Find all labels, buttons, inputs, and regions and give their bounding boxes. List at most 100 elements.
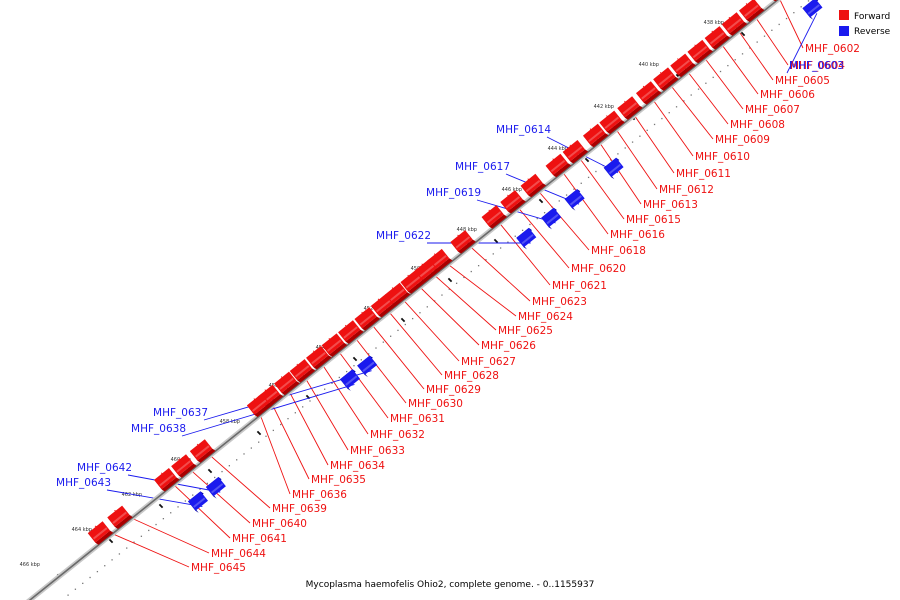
- gene-label: MHF_0628: [444, 370, 499, 382]
- gene-MHF_0628: [370, 294, 397, 318]
- scale-tick: [584, 157, 590, 163]
- gene-label: MHF_0625: [498, 325, 553, 337]
- genome-backbone: [25, 0, 782, 600]
- scale-tick-label: 446 kbp: [502, 187, 522, 193]
- gene-MHF_0637: [357, 355, 378, 378]
- gene-MHF_0603: [802, 0, 823, 20]
- gene-label: MHF_0604: [790, 60, 845, 72]
- gene-MHF_0632: [306, 345, 332, 370]
- legend-forward-swatch: [839, 10, 849, 20]
- gene-MHF_0633: [289, 359, 316, 383]
- gene-MHF_0638: [340, 369, 360, 391]
- gene-label: MHF_0635: [311, 474, 366, 486]
- gene-label: MHF_0638: [131, 423, 186, 435]
- gene-MHF_0611: [617, 96, 643, 120]
- gene-label: MHF_0608: [730, 119, 785, 131]
- gene-MHF_0610: [636, 81, 662, 105]
- gene-label: MHF_0620: [571, 263, 626, 275]
- legend: Forward Reverse: [839, 10, 891, 37]
- gene-label: MHF_0610: [695, 151, 750, 163]
- gene-MHF_0623: [450, 230, 476, 254]
- gene-MHF_0602: [773, 0, 778, 2]
- gene-MHF_0639: [189, 439, 216, 463]
- scale-dotted-track: [67, 0, 810, 596]
- scale-tick: [538, 198, 544, 204]
- gene-label: MHF_0603: [789, 60, 844, 72]
- scale-tick: [740, 31, 746, 37]
- gene-label: MHF_0612: [659, 184, 714, 196]
- gene-MHF_0605: [721, 12, 748, 36]
- map-caption: Mycoplasma haemofelis Ohio2, complete ge…: [306, 580, 595, 590]
- gene-MHF_0612: [599, 110, 625, 134]
- gene-label: MHF_0642: [77, 462, 132, 474]
- scale-tick: [256, 430, 262, 436]
- gene-label: MHF_0623: [532, 296, 587, 308]
- gene-label: MHF_0614: [496, 124, 551, 136]
- gene-MHF_0645: [87, 521, 114, 545]
- gene-label: MHF_0609: [715, 134, 770, 146]
- gene-label: MHF_0619: [426, 187, 481, 199]
- gene-label: MHF_0631: [390, 413, 445, 425]
- gene-MHF_0620: [500, 190, 526, 214]
- gene-label: MHF_0639: [272, 503, 327, 515]
- gene-MHF_0617: [564, 189, 585, 211]
- gene-MHF_0614: [603, 157, 624, 180]
- gene-label: MHF_0618: [591, 245, 646, 257]
- gene-label: MHF_0627: [461, 356, 516, 368]
- scale-tick: [493, 238, 499, 244]
- gene-MHF_0626: [400, 270, 426, 294]
- scale-tick-label: 448 kbp: [457, 227, 477, 233]
- scale-tick: [400, 317, 406, 323]
- gene-MHF_0608: [670, 53, 696, 78]
- legend-forward-label: Forward: [854, 12, 890, 22]
- gene-MHF_0636: [246, 393, 273, 417]
- gene-label: MHF_0611: [676, 168, 731, 180]
- gene-label: MHF_0632: [370, 429, 425, 441]
- scale-tick: [207, 468, 213, 474]
- gene-label: MHF_0634: [330, 460, 385, 472]
- gene-MHF_0615: [562, 140, 589, 164]
- gene-MHF_0643: [188, 491, 208, 513]
- gene-MHF_0634: [274, 371, 300, 396]
- legend-reverse-swatch: [839, 26, 849, 36]
- gene-label: MHF_0645: [191, 562, 246, 574]
- gene-label: MHF_0613: [643, 199, 698, 211]
- scale-tick: [447, 277, 453, 283]
- gene-label: MHF_0641: [232, 533, 287, 545]
- gene-MHF_0640: [171, 454, 197, 478]
- gene-label: MHF_0637: [153, 407, 208, 419]
- gene-MHF_0613: [583, 123, 609, 148]
- scale-tick-label: 438 kbp: [704, 20, 724, 26]
- gene-label: MHF_0621: [552, 280, 607, 292]
- scale-tick-label: 440 kbp: [639, 62, 659, 68]
- gene-MHF_0631: [321, 333, 348, 357]
- scale-tick-label: 444 kbp: [548, 146, 568, 152]
- gene-MHF_0618: [520, 173, 547, 198]
- gene-MHF_0619: [541, 207, 562, 230]
- gene-label: MHF_0624: [518, 311, 573, 323]
- scale-tick-label: 442 kbp: [594, 104, 614, 110]
- gene-label: MHF_0633: [350, 445, 405, 457]
- gene-MHF_0622: [516, 227, 537, 250]
- gene-label: MHF_0617: [455, 161, 510, 173]
- gene-label: MHF_0640: [252, 518, 307, 530]
- gene-MHF_0604: [739, 0, 765, 23]
- scale-tick-label: 464 kbp: [72, 527, 92, 533]
- gene-features: [87, 0, 823, 545]
- gene-label: MHF_0606: [760, 89, 815, 101]
- gene-MHF_0607: [687, 39, 713, 64]
- scale-tick-label: 462 kbp: [122, 492, 142, 498]
- gene-label: MHF_0636: [292, 489, 347, 501]
- gene-label: MHF_0643: [56, 477, 111, 489]
- gene-label: MHF_0644: [211, 548, 266, 560]
- scale-tick: [158, 503, 164, 509]
- gene-MHF_0642: [205, 477, 226, 499]
- legend-reverse-label: Reverse: [854, 27, 891, 37]
- gene-label: MHF_0626: [481, 340, 536, 352]
- scale-tick-label: 466 kbp: [20, 562, 40, 568]
- label-leader-lines: [94, 0, 818, 568]
- scale-tick: [108, 538, 114, 544]
- gene-MHF_0606: [704, 26, 731, 50]
- gene-labels: MHF_0602 MHF_0604 MHF_0605 MHF_0606 MHF_0607…: [56, 43, 860, 574]
